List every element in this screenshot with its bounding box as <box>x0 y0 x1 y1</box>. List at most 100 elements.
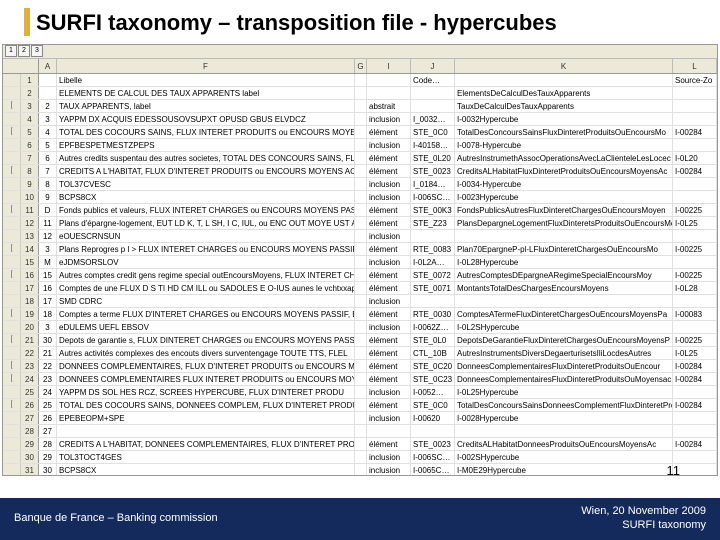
cell[interactable]: Source-Zo <box>673 74 717 86</box>
column-header[interactable]: F <box>57 59 355 73</box>
cell[interactable] <box>455 295 673 307</box>
cell[interactable]: STE_0L0 <box>411 334 455 346</box>
cell[interactable]: élément <box>367 152 411 164</box>
row-number[interactable]: 9 <box>21 178 39 190</box>
cell[interactable]: TOL37CVESC <box>57 178 355 190</box>
cell[interactable] <box>355 243 367 255</box>
cell[interactable]: élément <box>367 126 411 138</box>
cell[interactable]: I-0023Hypercube <box>455 191 673 203</box>
cell[interactable]: I-00284 <box>673 165 717 177</box>
cell[interactable]: DonneesComplementairesFluxDinteretProdui… <box>455 373 673 385</box>
cell[interactable]: I-0L25Hypercube <box>455 386 673 398</box>
cell[interactable]: CreditsALHabitatDonneesProduitsOuEncours… <box>455 438 673 450</box>
cell[interactable]: 3 <box>39 113 57 125</box>
cell[interactable]: I-0065C… <box>411 464 455 476</box>
cell[interactable]: inclusion <box>367 256 411 268</box>
cell[interactable] <box>673 139 717 151</box>
cell[interactable]: inclusion <box>367 191 411 203</box>
cell[interactable] <box>355 308 367 320</box>
cell[interactable] <box>411 100 455 112</box>
cell[interactable] <box>355 152 367 164</box>
cell[interactable] <box>673 451 717 463</box>
cell[interactable]: AutresInstrumentsDiversDegaerturisetsIli… <box>455 347 673 359</box>
row-number[interactable]: 5 <box>21 126 39 138</box>
cell[interactable]: inclusion <box>367 321 411 333</box>
cell[interactable]: I-0L28Hypercube <box>455 256 673 268</box>
cell[interactable]: élément <box>367 282 411 294</box>
cell[interactable] <box>355 217 367 229</box>
cell[interactable]: 4 <box>39 126 57 138</box>
cell[interactable]: STE_0071 <box>411 282 455 294</box>
cell[interactable]: I-0L2A… <box>411 256 455 268</box>
cell[interactable]: I-00284 <box>673 399 717 411</box>
cell[interactable]: 3 <box>39 243 57 255</box>
outline-level-button[interactable]: 3 <box>31 45 43 57</box>
row-number[interactable]: 29 <box>21 438 39 450</box>
column-header[interactable]: K <box>455 59 673 73</box>
cell[interactable]: 28 <box>39 438 57 450</box>
cell[interactable] <box>355 399 367 411</box>
cell[interactable]: Plan70EpargneP-pl-LFluxDinteretChargesOu… <box>455 243 673 255</box>
cell[interactable]: I_0032… <box>411 113 455 125</box>
cell[interactable] <box>355 113 367 125</box>
cell[interactable]: 17 <box>39 295 57 307</box>
cell[interactable] <box>39 87 57 99</box>
cell[interactable]: CREDITS A L'HABITAT, FLUX D'INTERET PROD… <box>57 165 355 177</box>
cell[interactable] <box>355 386 367 398</box>
cell[interactable]: I-0028Hypercube <box>455 412 673 424</box>
cell[interactable]: YAPPM DS SOL HES RCZ, SCREES HYPERCUBE, … <box>57 386 355 398</box>
cell[interactable] <box>355 360 367 372</box>
cell[interactable]: I-006SC… <box>411 451 455 463</box>
cell[interactable] <box>355 139 367 151</box>
cell[interactable] <box>367 87 411 99</box>
row-number[interactable]: 21 <box>21 334 39 346</box>
cell[interactable]: I-0L28 <box>673 282 717 294</box>
cell[interactable]: EPFBESPETMESTZPEPS <box>57 139 355 151</box>
cell[interactable] <box>355 178 367 190</box>
cell[interactable] <box>355 347 367 359</box>
row-number[interactable]: 19 <box>21 308 39 320</box>
cell[interactable]: élément <box>367 243 411 255</box>
cell[interactable]: I-006SC… <box>411 191 455 203</box>
cell[interactable]: I-0032Hypercube <box>455 113 673 125</box>
cell[interactable]: BCPS8CX <box>57 464 355 476</box>
cell[interactable]: I-0062Z… <box>411 321 455 333</box>
cell[interactable] <box>411 425 455 437</box>
cell[interactable]: 3 <box>39 321 57 333</box>
cell[interactable]: Comptes a terme FLUX D'INTERET CHARGES o… <box>57 308 355 320</box>
cell[interactable]: élément <box>367 217 411 229</box>
cell[interactable]: RTE_0083 <box>411 243 455 255</box>
cell[interactable]: élément <box>367 308 411 320</box>
cell[interactable]: eOUESCRNSUN <box>57 230 355 242</box>
cell[interactable]: I-00284 <box>673 360 717 372</box>
cell[interactable]: CREDITS A L'HABITAT, DONNEES COMPLEMENTA… <box>57 438 355 450</box>
cell[interactable]: inclusion <box>367 113 411 125</box>
cell[interactable]: 16 <box>39 282 57 294</box>
row-number[interactable]: 4 <box>21 113 39 125</box>
cell[interactable]: YAPPM DX ACQUIS EDESSOUSOVSUPXT OPUSD GB… <box>57 113 355 125</box>
cell[interactable] <box>673 386 717 398</box>
column-header[interactable]: I <box>367 59 411 73</box>
cell[interactable]: STE_0072 <box>411 269 455 281</box>
row-number[interactable]: 15 <box>21 256 39 268</box>
cell[interactable]: DONNEES COMPLEMENTAIRES, FLUX D'INTERET … <box>57 360 355 372</box>
cell[interactable]: 15 <box>39 269 57 281</box>
row-number[interactable]: 3 <box>21 100 39 112</box>
cell[interactable]: D <box>39 204 57 216</box>
cell[interactable] <box>355 126 367 138</box>
row-number[interactable]: 2 <box>21 87 39 99</box>
outline-toggle[interactable]: [ <box>3 399 21 411</box>
cell[interactable]: Plans d'épargne-logement, EUT LD K, T, L… <box>57 217 355 229</box>
row-number[interactable]: 25 <box>21 386 39 398</box>
cell[interactable]: TOL3TOCT4GES <box>57 451 355 463</box>
row-number[interactable]: 18 <box>21 295 39 307</box>
row-number[interactable]: 20 <box>21 321 39 333</box>
row-number[interactable]: 22 <box>21 347 39 359</box>
cell[interactable]: I-00225 <box>673 334 717 346</box>
cell[interactable]: élément <box>367 204 411 216</box>
outline-toggle[interactable]: [ <box>3 100 21 112</box>
cell[interactable] <box>455 230 673 242</box>
cell[interactable] <box>411 87 455 99</box>
cell[interactable]: I-0052… <box>411 386 455 398</box>
cell[interactable] <box>355 438 367 450</box>
